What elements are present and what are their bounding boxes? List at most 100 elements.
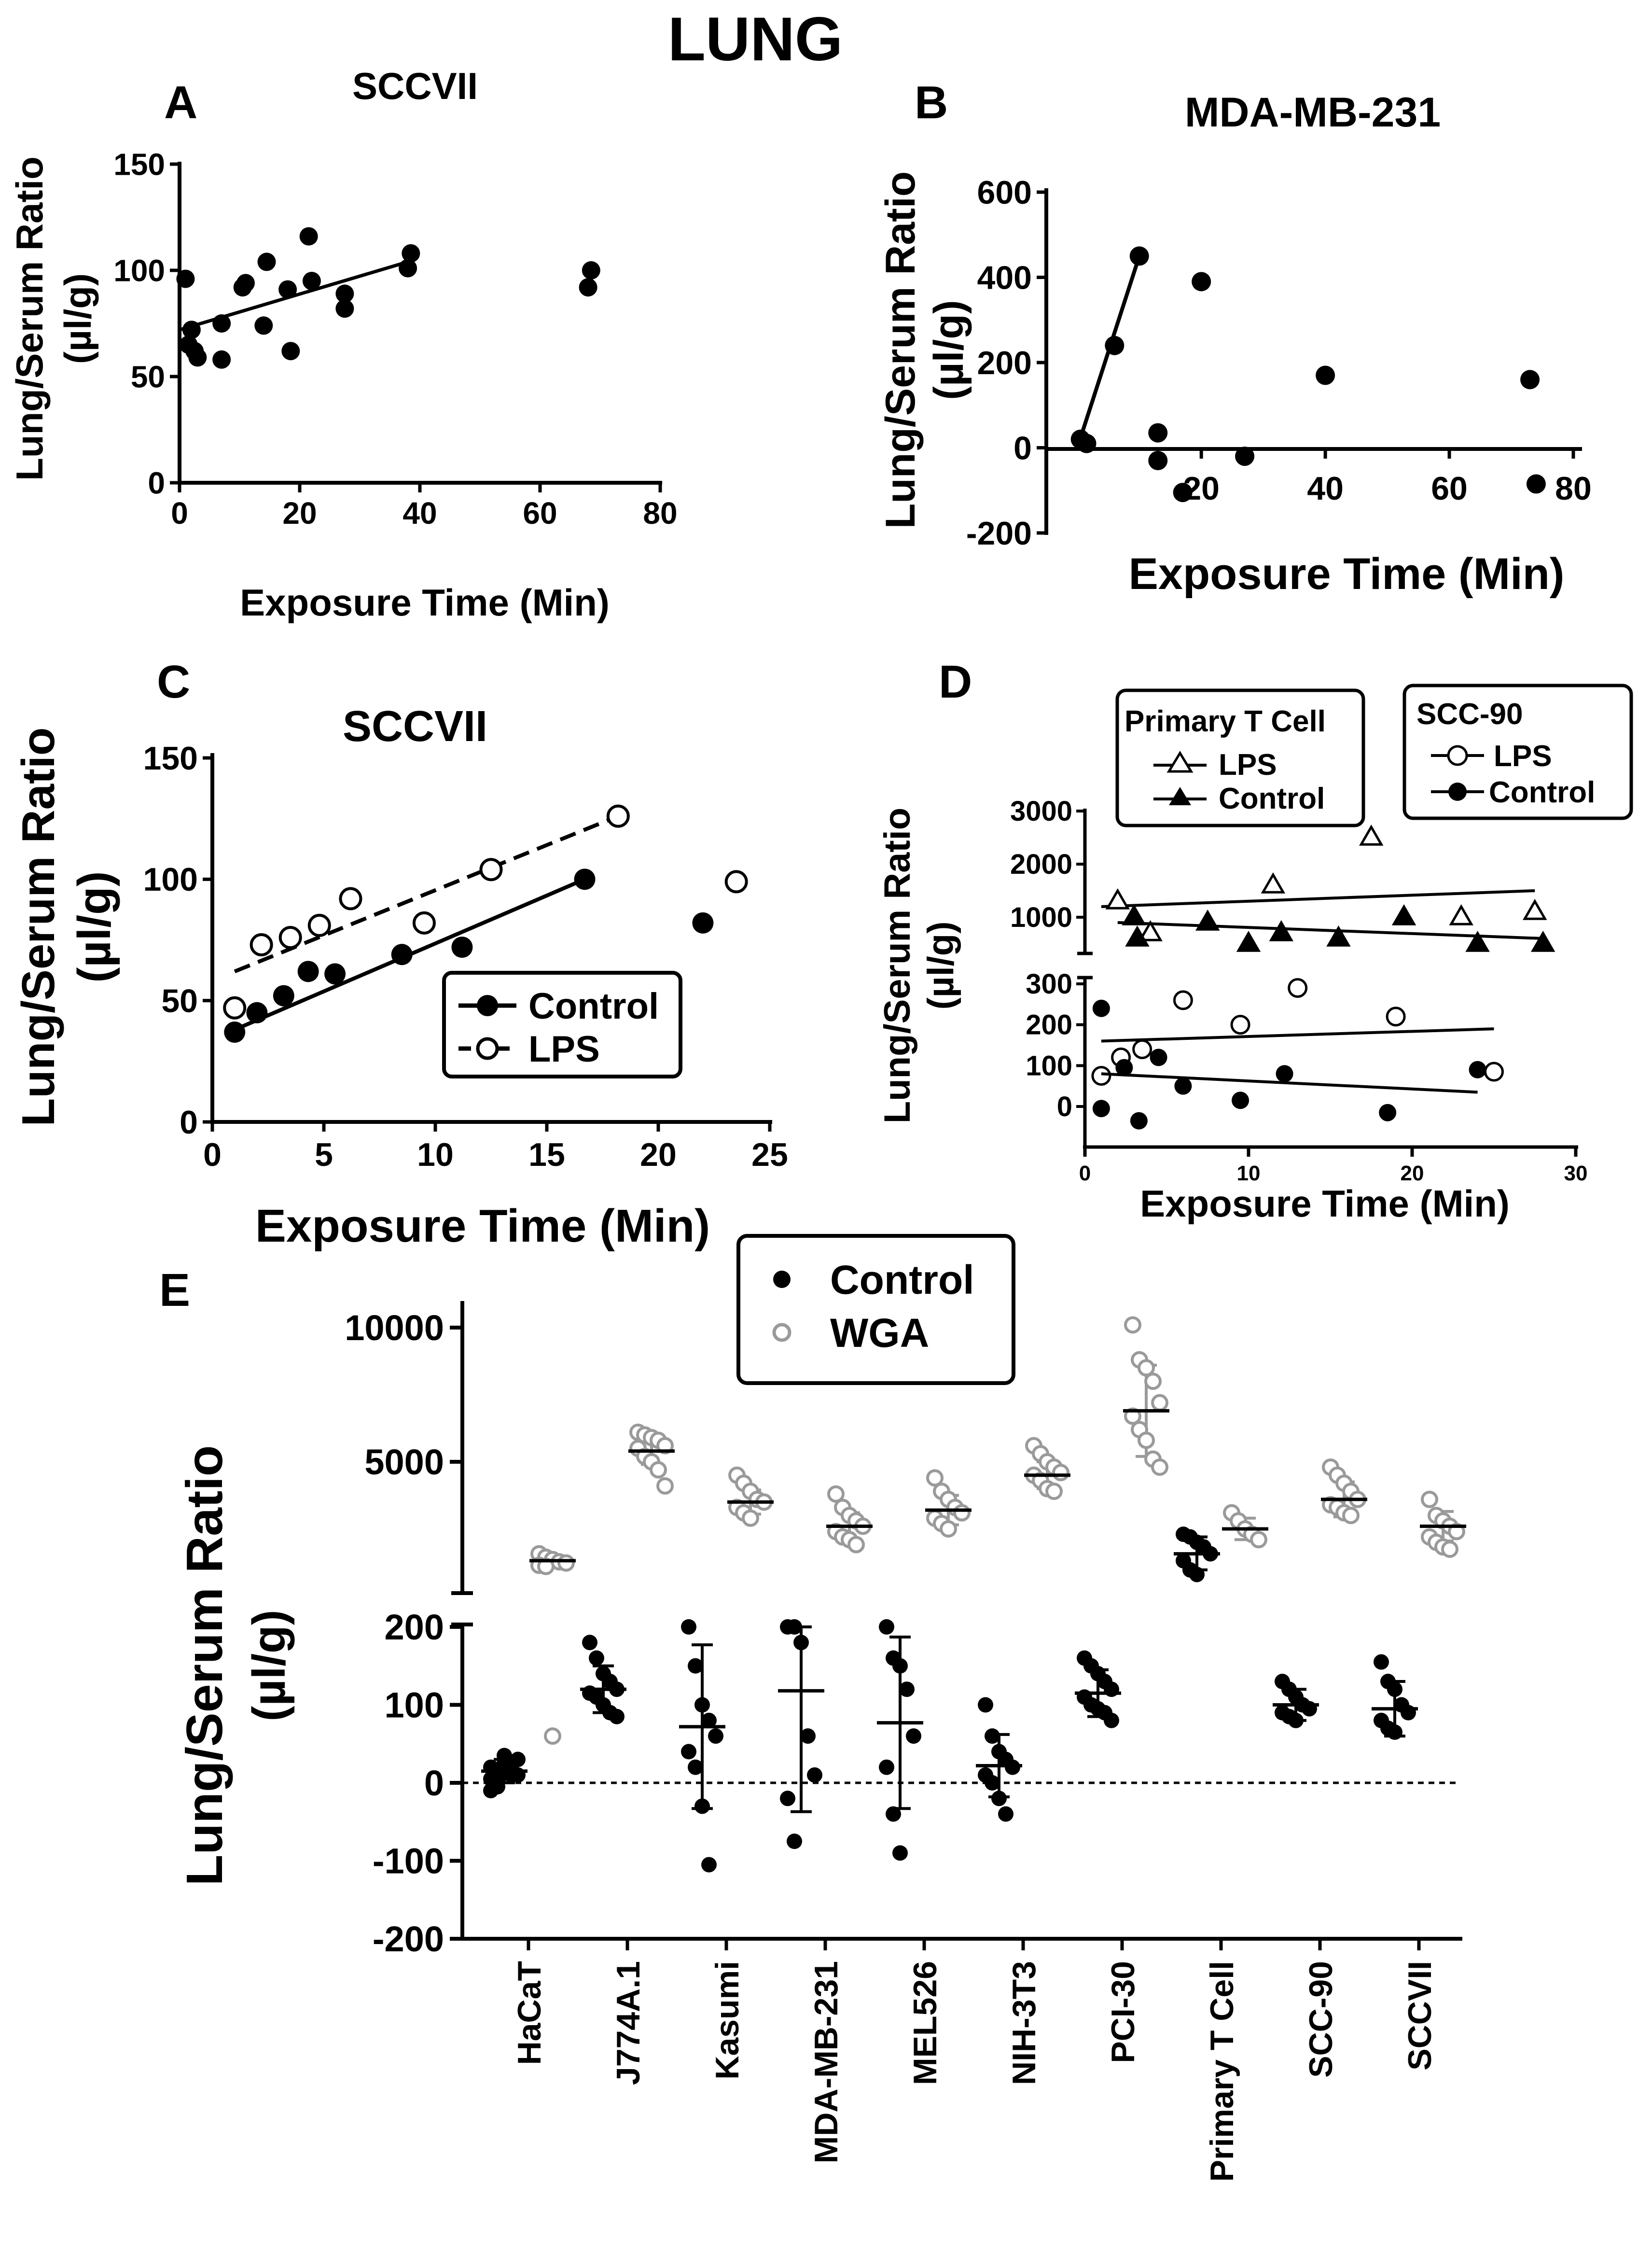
panel-e-legend-box bbox=[736, 1234, 1015, 1385]
panel-a-title: SCCVII bbox=[352, 65, 478, 107]
panel-d-point-scc90-lps bbox=[1091, 1066, 1111, 1086]
panel-c-title: SCCVII bbox=[343, 702, 487, 751]
panel-d-point-tcell-lps bbox=[1261, 872, 1286, 894]
panel-a-point bbox=[188, 348, 207, 367]
panel-e-wga-point bbox=[656, 1477, 674, 1495]
panel-a-point bbox=[254, 316, 273, 335]
panel-d-ylabel-line2: (µl/g) bbox=[920, 921, 961, 1009]
panel-d-point-tcell-lps bbox=[1105, 888, 1130, 910]
panel-e-wga-point bbox=[1138, 1431, 1155, 1449]
panel-d-point-scc90-control bbox=[1174, 1077, 1192, 1095]
panel-d-point-tcell-control bbox=[1391, 904, 1416, 925]
panel-e-control-point bbox=[787, 1619, 802, 1635]
panel-b-ylabel-line2: (µl/g) bbox=[926, 300, 972, 400]
panel-c-xtick-label: 10 bbox=[417, 1136, 454, 1173]
panel-c-ytick-label: 50 bbox=[161, 982, 198, 1019]
panel-e-control-point bbox=[1374, 1654, 1389, 1670]
panel-e-control-point bbox=[490, 1771, 505, 1787]
panel-c: C SCCVII Lung/Serum Ratio (µl/g) Exposur… bbox=[13, 656, 788, 1252]
panel-e-control-point bbox=[1005, 1759, 1020, 1775]
panel-e-wga-point bbox=[926, 1469, 944, 1487]
panel-e-ytick-label: 100 bbox=[385, 1685, 444, 1725]
panel-a-point bbox=[281, 342, 300, 361]
panel-d-fit-line bbox=[1101, 1072, 1478, 1094]
panel-d-fit-line bbox=[1101, 889, 1535, 908]
panel-e-control-point bbox=[899, 1681, 915, 1697]
panel-d-point-scc90-lps bbox=[1230, 1015, 1250, 1035]
panel-e-category-label: PCI-30 bbox=[1105, 1961, 1141, 2063]
panel-e-control-point bbox=[1288, 1712, 1304, 1728]
panel-c-xtick-label: 5 bbox=[315, 1136, 333, 1173]
panel-e-control-point bbox=[1387, 1681, 1402, 1697]
panel-b-ytick-label: 600 bbox=[977, 174, 1032, 211]
panel-d-point-tcell-lps bbox=[1449, 904, 1473, 925]
panel-d-legend-scc90-title: SCC-90 bbox=[1416, 698, 1523, 731]
panel-a-axes bbox=[178, 162, 662, 485]
panel-a-point bbox=[402, 244, 420, 263]
panel-d-point-scc90-lps bbox=[1288, 978, 1308, 998]
panel-d-letter: D bbox=[939, 656, 972, 708]
panel-d-xtick-label: 30 bbox=[1564, 1162, 1588, 1185]
panel-e-control-point bbox=[787, 1834, 802, 1849]
panel-d-point-tcell-control bbox=[1122, 904, 1146, 925]
panel-e-control-point bbox=[886, 1806, 901, 1822]
panel-e-control-point bbox=[1387, 1724, 1402, 1740]
panel-d-ytick-label: 2000 bbox=[1010, 849, 1072, 880]
panel-c-xtick-label: 25 bbox=[751, 1136, 788, 1173]
panel-c-point-lps bbox=[307, 913, 331, 937]
panel-c-xtick-label: 15 bbox=[528, 1136, 565, 1173]
panel-e-wga-point bbox=[1052, 1464, 1069, 1482]
panel-b-ytick-label: 400 bbox=[977, 259, 1032, 296]
panel-e-wga-point bbox=[1045, 1483, 1063, 1500]
panel-a-point bbox=[302, 272, 321, 290]
panel-b-point bbox=[1148, 450, 1168, 470]
panel-c-axes bbox=[210, 753, 772, 1124]
panel-d-point-tcell-control bbox=[1465, 930, 1490, 952]
panel-d-point-tcell-control bbox=[1236, 930, 1261, 952]
panel-c-legend-control-label: Control bbox=[528, 986, 659, 1027]
panel-e-control-point bbox=[589, 1650, 604, 1666]
panel-b-point bbox=[1105, 336, 1124, 355]
panel-b-ytick-label: 200 bbox=[977, 345, 1032, 381]
panel-c-legend-control-marker bbox=[477, 995, 498, 1016]
panel-d-legend-scc90: SCC-90 LPS Control bbox=[1402, 684, 1633, 820]
panel-d-legend-tcell-lps-label: LPS bbox=[1219, 748, 1277, 782]
panel-e-wga-point bbox=[650, 1461, 667, 1479]
panel-e-wga-point bbox=[847, 1536, 865, 1554]
panel-e-control-point bbox=[998, 1806, 1013, 1822]
panel-e-category-label: J774A.1 bbox=[610, 1961, 647, 2085]
panel-c-point-control bbox=[324, 963, 346, 985]
panel-d: D Lung/Serum Ratio (µl/g) Exposure Time … bbox=[877, 656, 1633, 1225]
panel-c-xlabel: Exposure Time (Min) bbox=[255, 1200, 710, 1252]
panel-e-wga-point bbox=[1421, 1490, 1438, 1508]
panel-e-ytick-label: 10000 bbox=[345, 1308, 444, 1348]
panel-c-point-control bbox=[297, 961, 319, 982]
panel-d-point-scc90-control bbox=[1232, 1092, 1249, 1109]
panel-a-ytick-label: 50 bbox=[131, 359, 165, 394]
panel-e-wga-point bbox=[742, 1509, 759, 1527]
panel-d-point-scc90-control bbox=[1276, 1065, 1293, 1083]
panel-a-point bbox=[236, 274, 255, 293]
panel-e-ytick-label: 0 bbox=[424, 1763, 444, 1803]
panel-d-xtick-label: 10 bbox=[1237, 1162, 1261, 1185]
panel-c-ylabel-line1: Lung/Serum Ratio bbox=[13, 728, 64, 1127]
panel-d-ytick-label: 100 bbox=[1026, 1050, 1072, 1081]
panel-e-axes bbox=[451, 1301, 1462, 1941]
panel-a-xtick-label: 40 bbox=[403, 496, 437, 531]
panel-e-control-point bbox=[708, 1728, 723, 1744]
panel-c-point-lps bbox=[606, 804, 630, 828]
panel-d-point-tcell-lps bbox=[1523, 898, 1547, 920]
panel-b-point bbox=[1173, 483, 1193, 503]
panel-d-legend-scc90-lps-label: LPS bbox=[1494, 740, 1552, 773]
panel-a-point bbox=[335, 299, 354, 318]
panel-b-point bbox=[1316, 365, 1335, 385]
panel-d-point-scc90-lps bbox=[1386, 1007, 1406, 1027]
panel-a-point bbox=[278, 280, 297, 299]
panel-c-ylabel-line2: (µl/g) bbox=[69, 871, 120, 982]
panel-b-letter: B bbox=[915, 77, 948, 128]
panel-e-ytick-label: -200 bbox=[373, 1919, 444, 1959]
panel-a-point bbox=[579, 278, 597, 297]
panel-e-control-point bbox=[780, 1791, 795, 1806]
panel-e-ytick-label: 5000 bbox=[364, 1442, 444, 1482]
panel-d-xlabel: Exposure Time (Min) bbox=[1140, 1182, 1510, 1225]
